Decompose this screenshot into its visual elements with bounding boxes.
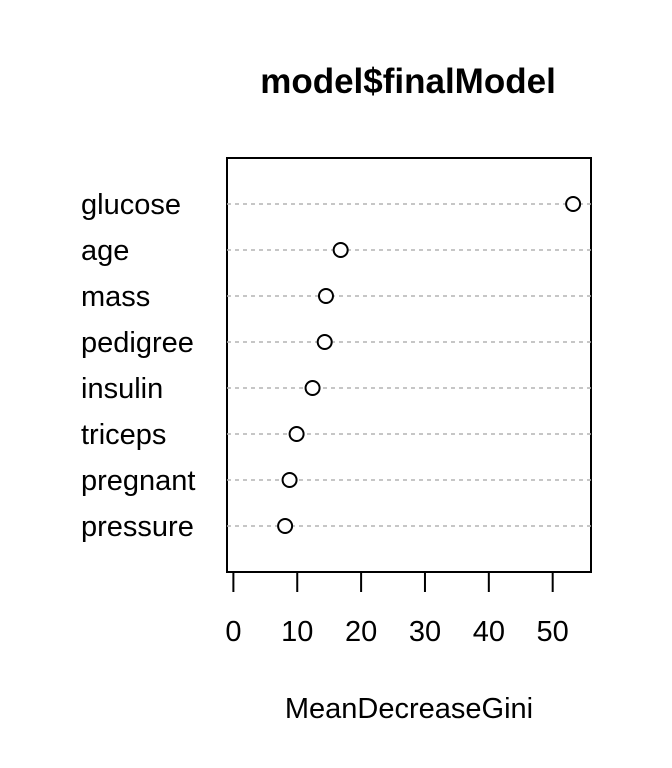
category-label-pregnant: pregnant [81,465,196,497]
x-tick-label-10: 10 [281,616,313,648]
x-tick-label-50: 50 [537,616,569,648]
category-label-pedigree: pedigree [81,327,194,359]
category-label-mass: mass [81,281,150,313]
category-labels: glucose age mass pedigree insulin triceps preg… [81,189,196,543]
x-tick-label-20: 20 [345,616,377,648]
plot-frame [226,157,592,573]
x-tick-label-30: 30 [409,616,441,648]
x-tick-label-40: 40 [473,616,505,648]
grid-lines [227,203,591,527]
chart-title: model$finalModel [260,62,556,101]
point-triceps [288,426,305,442]
point-age [332,242,349,258]
x-axis: 0 10 20 30 40 50 [225,571,569,648]
point-insulin [304,380,321,396]
point-mass [317,288,334,304]
category-label-pressure: pressure [81,511,194,543]
x-tick-label-0: 0 [225,616,241,648]
point-pressure [277,518,294,534]
point-pregnant [281,472,298,488]
category-label-age: age [81,235,129,267]
point-pedigree [316,334,333,350]
category-label-triceps: triceps [81,419,166,451]
category-label-glucose: glucose [81,189,181,221]
point-glucose [565,196,582,212]
data-points [277,196,582,534]
category-label-insulin: insulin [81,373,163,405]
x-axis-label: MeanDecreaseGini [285,693,533,725]
